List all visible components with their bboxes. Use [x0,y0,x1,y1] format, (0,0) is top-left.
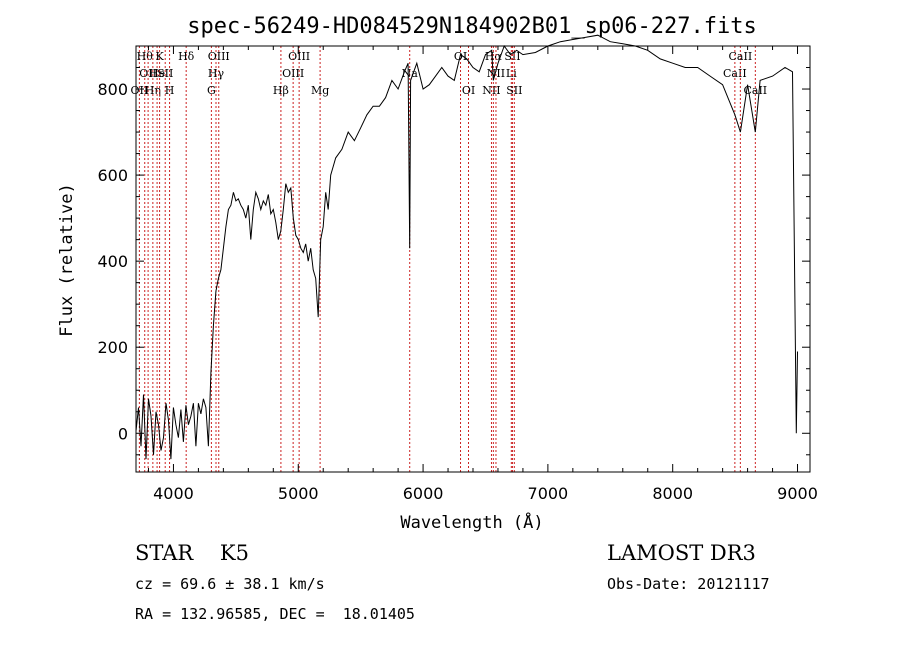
line-label-9: G [207,84,216,97]
y-tick-label-2: 400 [97,252,128,271]
y-tick-label-3: 600 [97,166,128,185]
line-label-8: Hδ [178,50,195,63]
line-label-26: CaII [729,50,753,63]
y-tick-label-0: 0 [118,424,128,443]
line-label-18: OI [462,84,475,97]
line-label-25: CaII [723,67,747,80]
x-tick-label-1: 5000 [278,484,319,503]
line-label-4: He [149,67,165,80]
survey-name: LAMOST DR3 [607,541,756,565]
redshift-velocity: cz = 69.6 ± 38.1 km/s [135,575,325,593]
line-label-14: OIII [288,50,310,63]
line-label-24: SII [506,84,522,97]
x-tick-label-5: 9000 [777,484,818,503]
y-axis-label: Flux (relative) [57,183,77,337]
x-tick-label-3: 7000 [528,484,569,503]
plot-frame [135,45,811,473]
y-tick-label-1: 200 [97,338,128,357]
x-axis-label: Wavelength (Å) [400,511,543,533]
line-label-21: NII [487,67,505,80]
line-label-12: Hβ [273,84,289,97]
coordinates: RA = 132.96585, DEC = 18.01405 [135,605,415,623]
line-label-7: H [165,84,175,97]
line-label-3: Hη [145,84,161,97]
x-tick-label-0: 4000 [153,484,194,503]
line-label-11: OIII [208,50,230,63]
line-label-15: Mg [311,84,329,97]
line-label-13: OIII [282,67,304,80]
line-label-6: SII [157,67,173,80]
line-label-0: OII [131,84,149,97]
y-tick-label-4: 800 [97,80,128,99]
flux-series-line [135,34,798,460]
object-class: STAR K5 [135,541,249,565]
line-label-5: K [155,50,164,63]
chart-title: spec-56249-HD084529N184902B01_sp06-227.f… [187,14,757,39]
x-tick-label-2: 6000 [403,484,444,503]
x-tick-label-4: 8000 [652,484,693,503]
line-label-23: SII [504,50,520,63]
line-label-10: Hγ [208,67,225,80]
line-label-20: Hα [485,50,503,63]
line-label-22: Li [506,67,517,80]
line-label-1: Hθ [137,50,154,63]
observation-date: Obs-Date: 20121117 [607,575,770,593]
spectral-line-markers: OIIHθOIIHηHeKSIIHHδGHγOIIIHβOIIIOIIIMgNa… [131,46,767,472]
line-label-19: NII [482,84,500,97]
axis-ticks: 4000 5000 6000 7000 8000 9000 0 200 400 600 800 [97,46,818,503]
